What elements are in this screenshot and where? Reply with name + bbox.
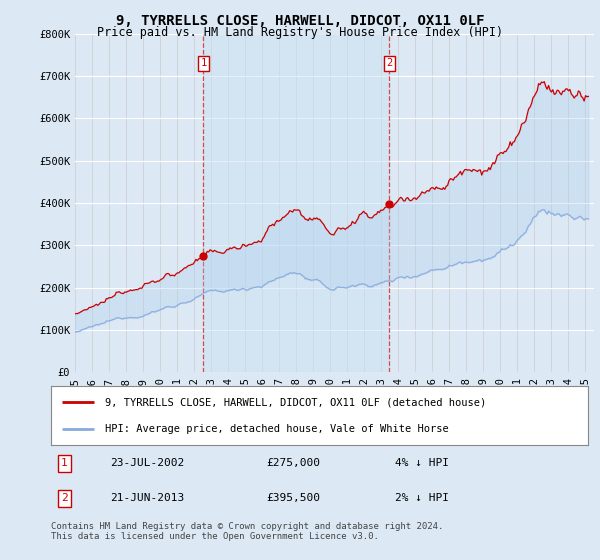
Text: 4% ↓ HPI: 4% ↓ HPI — [395, 459, 449, 468]
Text: 1: 1 — [200, 58, 206, 68]
Bar — [203, 34, 389, 372]
Text: 2: 2 — [61, 493, 68, 503]
Text: HPI: Average price, detached house, Vale of White Horse: HPI: Average price, detached house, Vale… — [105, 424, 448, 435]
Text: Contains HM Land Registry data © Crown copyright and database right 2024.
This d: Contains HM Land Registry data © Crown c… — [51, 522, 443, 542]
Text: 23-JUL-2002: 23-JUL-2002 — [110, 459, 184, 468]
Text: 1: 1 — [61, 459, 68, 468]
Text: 2: 2 — [386, 58, 392, 68]
Text: 9, TYRRELLS CLOSE, HARWELL, DIDCOT, OX11 0LF: 9, TYRRELLS CLOSE, HARWELL, DIDCOT, OX11… — [116, 14, 484, 28]
Text: 9, TYRRELLS CLOSE, HARWELL, DIDCOT, OX11 0LF (detached house): 9, TYRRELLS CLOSE, HARWELL, DIDCOT, OX11… — [105, 397, 486, 407]
Text: £395,500: £395,500 — [266, 493, 320, 503]
Text: 21-JUN-2013: 21-JUN-2013 — [110, 493, 184, 503]
Text: £275,000: £275,000 — [266, 459, 320, 468]
Text: 2% ↓ HPI: 2% ↓ HPI — [395, 493, 449, 503]
Text: Price paid vs. HM Land Registry's House Price Index (HPI): Price paid vs. HM Land Registry's House … — [97, 26, 503, 39]
